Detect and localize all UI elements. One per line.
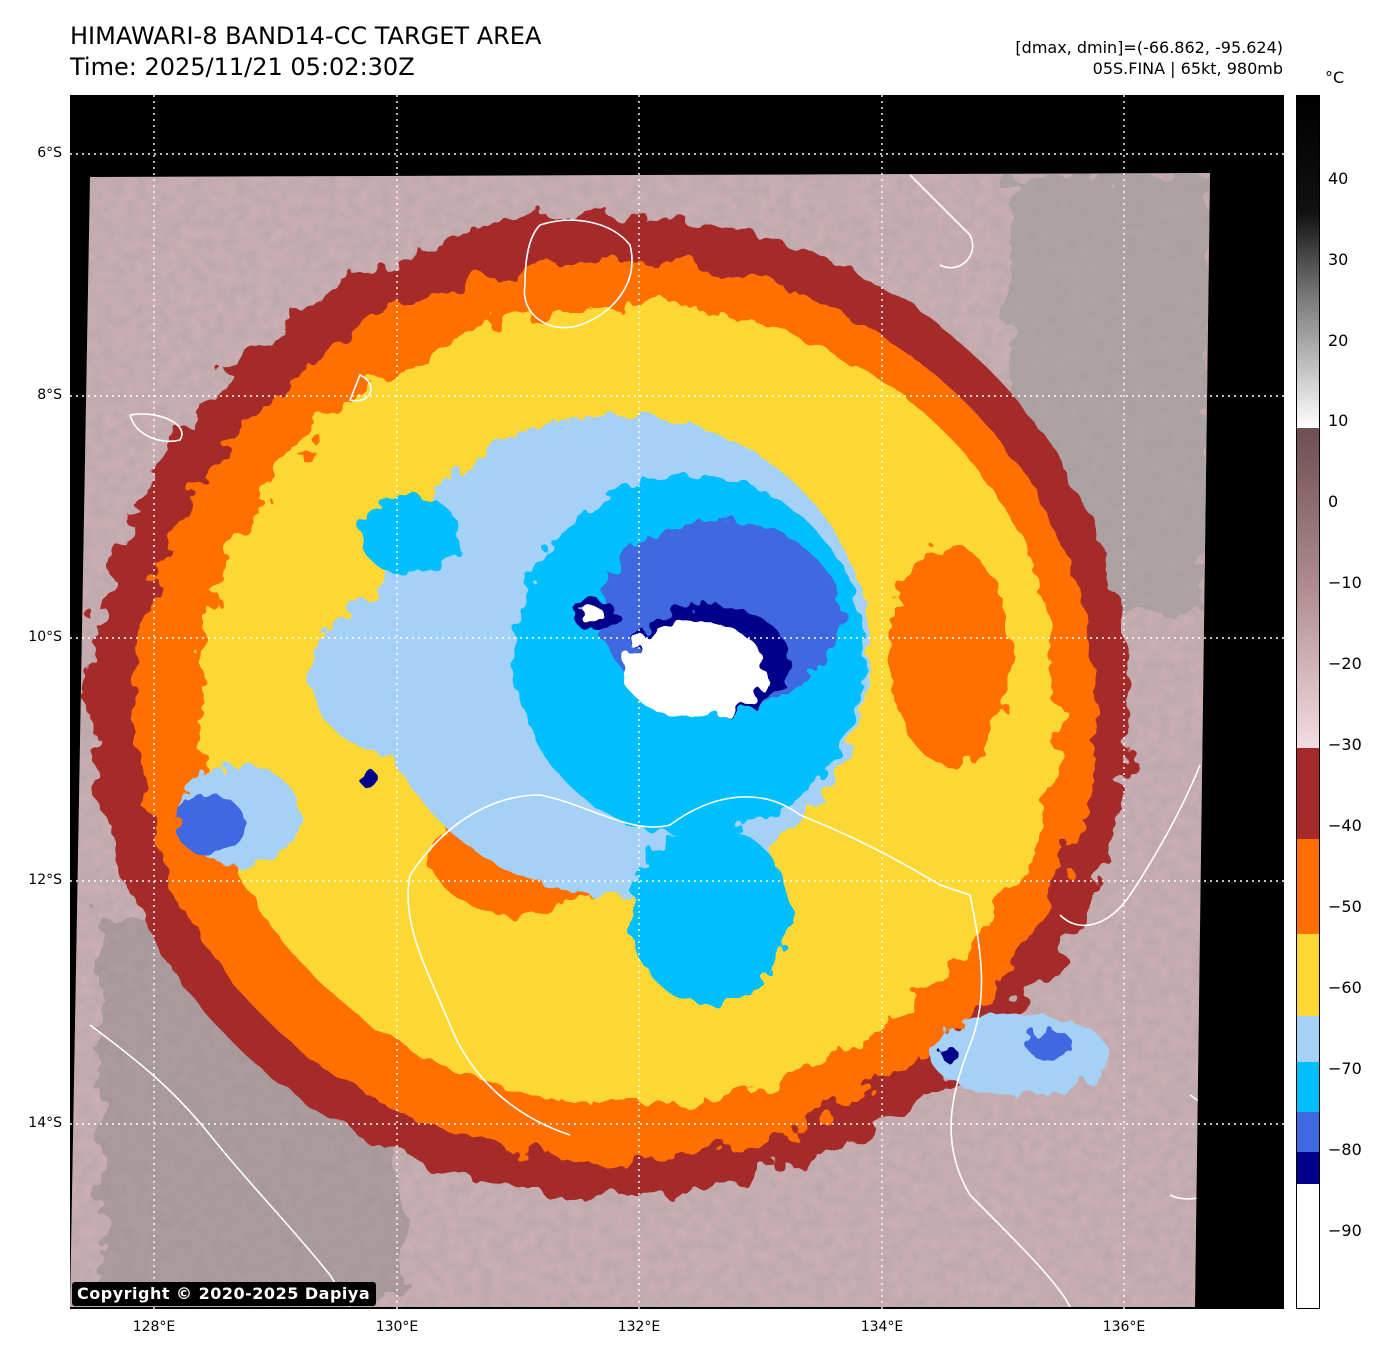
colorbar-tick: −30 — [1328, 735, 1362, 754]
map-timestamp: Time: 2025/11/21 05:02:30Z — [70, 53, 415, 81]
colorbar-tick: 20 — [1328, 331, 1349, 350]
lat-label-10s: 10°S — [28, 629, 62, 645]
colorbar-tick: −80 — [1328, 1140, 1362, 1159]
colorbar-tick: 0 — [1328, 492, 1339, 511]
lat-label-14s: 14°S — [28, 1115, 62, 1131]
lat-label-8s: 8°S — [37, 387, 62, 403]
satellite-image — [70, 95, 1284, 1309]
colorbar-tick: −10 — [1328, 573, 1362, 592]
colorbar-tick: 40 — [1328, 169, 1349, 188]
lon-label-136e: 136°E — [1102, 1319, 1146, 1335]
satellite-map — [70, 95, 1284, 1309]
colorbar-tick: 10 — [1328, 411, 1349, 430]
lat-label-6s: 6°S — [37, 145, 62, 161]
copyright-label: Copyright © 2020-2025 Dapiya — [72, 1282, 377, 1306]
map-title: HIMAWARI-8 BAND14-CC TARGET AREA — [70, 22, 542, 50]
lon-label-128e: 128°E — [132, 1319, 176, 1335]
lat-label-12s: 12°S — [28, 872, 62, 888]
colorbar-tick: −90 — [1328, 1221, 1362, 1240]
colorbar — [1296, 95, 1320, 1309]
colorbar-tick: 30 — [1328, 250, 1349, 269]
colorbar-scale — [1297, 96, 1319, 1308]
lon-label-132e: 132°E — [617, 1319, 661, 1335]
graticule — [70, 95, 1284, 1309]
storm-info: 05S.FINA | 65kt, 980mb — [1092, 59, 1283, 78]
lon-label-134e: 134°E — [860, 1319, 904, 1335]
coastlines — [89, 174, 1210, 1307]
colorbar-tick: −20 — [1328, 654, 1362, 673]
cloud-core-coldest — [623, 622, 767, 718]
colorbar-unit: °C — [1325, 68, 1345, 87]
colorbar-tick: −60 — [1328, 978, 1362, 997]
lon-label-130e: 130°E — [375, 1319, 419, 1335]
colorbar-tick: −40 — [1328, 816, 1362, 835]
colorbar-tick: −70 — [1328, 1059, 1362, 1078]
colorbar-tick: −50 — [1328, 897, 1362, 916]
temperature-range: [dmax, dmin]=(-66.862, -95.624) — [1015, 38, 1283, 57]
